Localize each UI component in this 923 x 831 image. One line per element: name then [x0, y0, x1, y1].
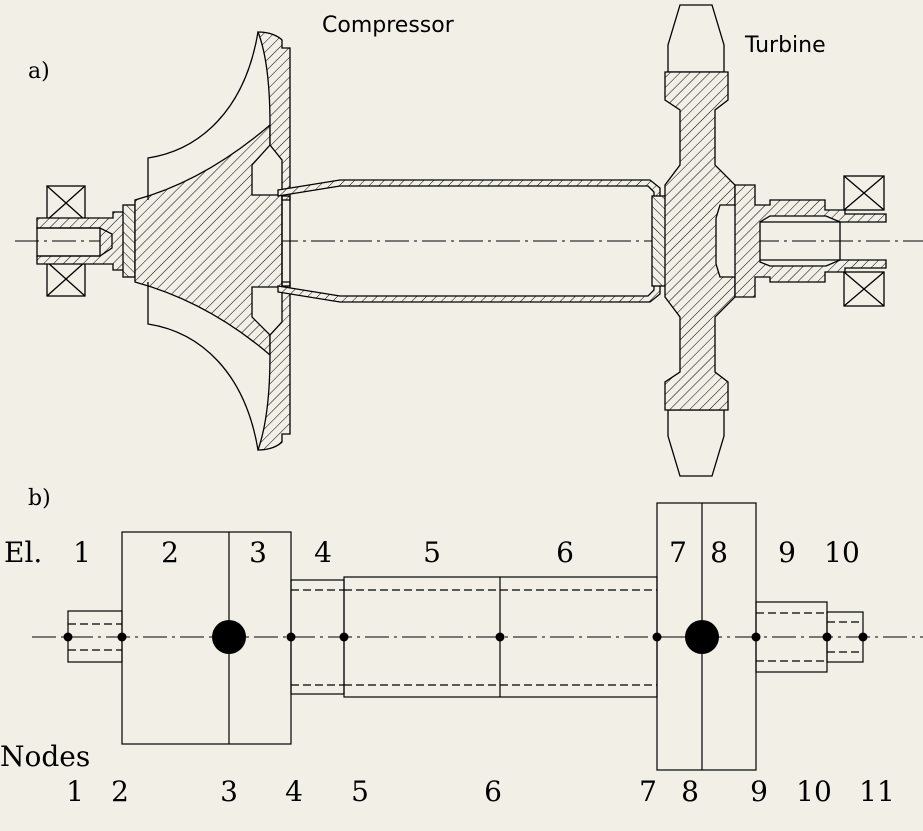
compressor-label: Compressor [322, 13, 455, 38]
node-number-5: 5 [351, 775, 369, 808]
node-dot-4 [286, 632, 296, 642]
compressor-backplate-bottom [257, 281, 291, 451]
node-number-1: 1 [66, 775, 84, 808]
element-number-5: 5 [423, 536, 441, 569]
lumped-mass-node-8 [685, 620, 719, 654]
node-dot-5 [339, 632, 349, 642]
element-number-8: 8 [710, 536, 728, 569]
compressor-blade-outline-bottom [147, 282, 259, 451]
right-shaft [734, 184, 887, 298]
node-dot-6 [495, 632, 505, 642]
element-number-7: 7 [669, 536, 687, 569]
node-dot-11 [858, 632, 868, 642]
node-number-2: 2 [111, 775, 129, 808]
right-bearing [843, 175, 885, 307]
node-number-10: 10 [796, 775, 832, 808]
node-number-8: 8 [681, 775, 699, 808]
element-number-10: 10 [824, 536, 860, 569]
element-number-9: 9 [778, 536, 796, 569]
turbine-blade-tip-top [667, 4, 725, 73]
node-dot-10 [822, 632, 832, 642]
element-number-4: 4 [314, 536, 332, 569]
node-number-labels: 1 2 3 4 5 6 7 8 9 10 11 [66, 775, 895, 808]
lumped-mass-node-3 [212, 620, 246, 654]
element-number-2: 2 [161, 536, 179, 569]
node-dot-2 [117, 632, 127, 642]
node-dot-7 [652, 632, 662, 642]
node-number-11: 11 [859, 775, 895, 808]
turbine-blade-tip-bottom [667, 409, 725, 477]
node-number-3: 3 [220, 775, 238, 808]
element-number-6: 6 [556, 536, 574, 569]
elements-label: El. [4, 536, 42, 569]
panel-a-cross-section [15, 4, 923, 477]
compressor-backplate-top [257, 31, 291, 201]
node-markers [63, 620, 868, 654]
nodes-label: Nodes [0, 740, 90, 773]
element-number-3: 3 [249, 536, 267, 569]
turbine-disk [664, 71, 736, 411]
node-number-6: 6 [484, 775, 502, 808]
node-number-4: 4 [285, 775, 303, 808]
center-tube-outer [277, 179, 661, 303]
element-number-labels: 1 2 3 4 5 6 7 8 9 10 [73, 536, 860, 569]
compressor-blade-outline-top [147, 31, 259, 200]
compressor-hub [134, 123, 283, 357]
element-number-1: 1 [73, 536, 91, 569]
node-dot-9 [751, 632, 761, 642]
panel-a-label: a) [28, 59, 50, 84]
sleeve-end-left [281, 195, 291, 287]
node-number-7: 7 [639, 775, 657, 808]
node-dot-1 [63, 632, 73, 642]
panel-b-label: b) [28, 486, 51, 511]
node-number-9: 9 [750, 775, 768, 808]
shaft-collar [122, 204, 136, 278]
turbine-label: Turbine [744, 33, 826, 58]
